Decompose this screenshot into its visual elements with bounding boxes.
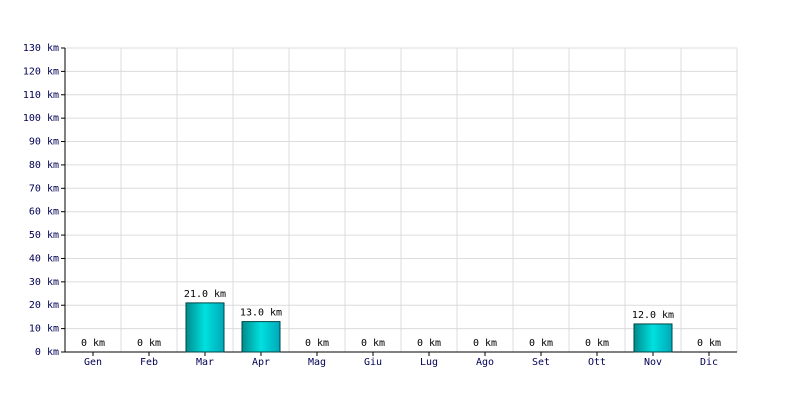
x-tick-label: Mag [308,357,326,368]
x-tick-label: Feb [140,357,158,368]
value-label: 13.0 km [240,308,282,319]
y-tick-label: 130 km [23,43,59,54]
value-label: 0 km [697,338,721,349]
y-tick-label: 0 km [35,347,59,358]
y-tick-label: 90 km [29,137,59,148]
y-tick-label: 20 km [29,300,59,311]
x-tick-label: Set [532,357,550,368]
value-label: 0 km [81,338,105,349]
x-tick-label: Lug [420,357,438,368]
value-label: 21.0 km [184,289,226,300]
y-tick-label: 100 km [23,113,59,124]
value-label: 0 km [305,338,329,349]
y-tick-label: 10 km [29,324,59,335]
value-label: 12.0 km [632,310,674,321]
y-tick-label: 50 km [29,230,59,241]
x-tick-label: Gen [84,357,102,368]
value-label: 0 km [137,338,161,349]
y-tick-label: 60 km [29,207,59,218]
x-tick-label: Nov [644,357,662,368]
x-tick-label: Giu [364,357,382,368]
bar [633,323,673,353]
value-label: 0 km [585,338,609,349]
y-tick-label: 40 km [29,253,59,264]
y-tick-label: 70 km [29,183,59,194]
value-label: 0 km [361,338,385,349]
value-label: 0 km [417,338,441,349]
value-label: 0 km [473,338,497,349]
x-tick-label: Dic [700,357,718,368]
x-tick-label: Mar [196,357,214,368]
value-label: 0 km [529,338,553,349]
x-tick-label: Ott [588,357,606,368]
x-tick-label: Ago [476,357,494,368]
y-tick-label: 110 km [23,90,59,101]
y-tick-label: 30 km [29,277,59,288]
bar [185,302,225,353]
y-tick-label: 120 km [23,66,59,77]
y-tick-label: 80 km [29,160,59,171]
x-tick-label: Apr [252,357,270,368]
bar [241,321,281,353]
